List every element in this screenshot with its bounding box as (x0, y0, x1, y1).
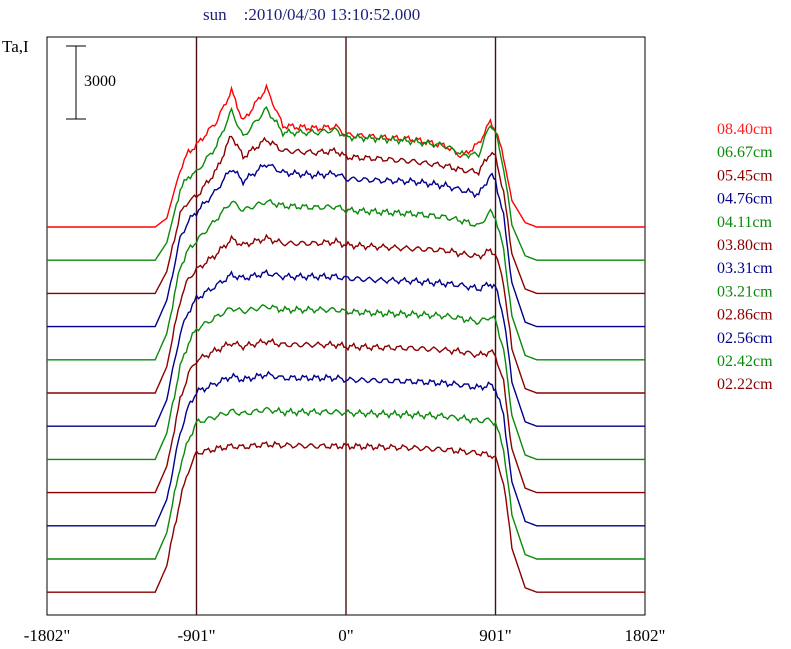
legend-entry: 08.40cm (717, 121, 773, 138)
x-axis-ticks: -1802" -901" 0" 901" 1802" (24, 626, 666, 645)
legend-entry: 02.56cm (717, 330, 773, 347)
legend-entry: 03.31cm (717, 260, 773, 277)
legend-entry: 03.80cm (717, 237, 773, 254)
series-line-03.21cm (47, 303, 645, 461)
series-line-02.42cm (47, 406, 645, 560)
series-line-03.80cm (47, 233, 645, 394)
chart-title: sun :2010/04/30 13:10:52.000 (203, 5, 420, 24)
x-tick-label: 901" (479, 626, 511, 645)
series-lines (47, 83, 645, 593)
series-line-04.76cm (47, 163, 645, 328)
x-tick-label: -1802" (24, 626, 71, 645)
legend-entry: 04.11cm (717, 214, 773, 231)
legend-entry: 05.45cm (717, 167, 773, 184)
x-tick-label: 1802" (625, 626, 666, 645)
series-line-04.11cm (47, 198, 645, 361)
vertical-reference-lines (195, 37, 497, 615)
legend-entry: 02.42cm (717, 353, 773, 370)
x-tick-label: -901" (177, 626, 215, 645)
legend-entry: 03.21cm (717, 283, 773, 300)
legend-entry: 02.86cm (717, 307, 773, 324)
series-line-02.56cm (47, 370, 645, 527)
series-line-03.31cm (47, 268, 645, 427)
legend-entry: 02.22cm (717, 376, 773, 393)
y-axis-label: Ta,I (2, 37, 29, 56)
series-line-06.67cm (47, 106, 645, 261)
legend-entry: 04.76cm (717, 191, 773, 208)
scale-bar: 3000 (66, 45, 116, 120)
series-line-02.86cm (47, 337, 645, 494)
series-line-05.45cm (47, 135, 645, 295)
scale-bar-label: 3000 (84, 73, 116, 90)
legend-entry: 06.67cm (717, 144, 773, 161)
series-line-02.22cm (47, 440, 645, 593)
x-tick-label: 0" (338, 626, 353, 645)
legend: 08.40cm 06.67cm 05.45cm 04.76cm 04.11cm 03.80… (717, 121, 773, 393)
